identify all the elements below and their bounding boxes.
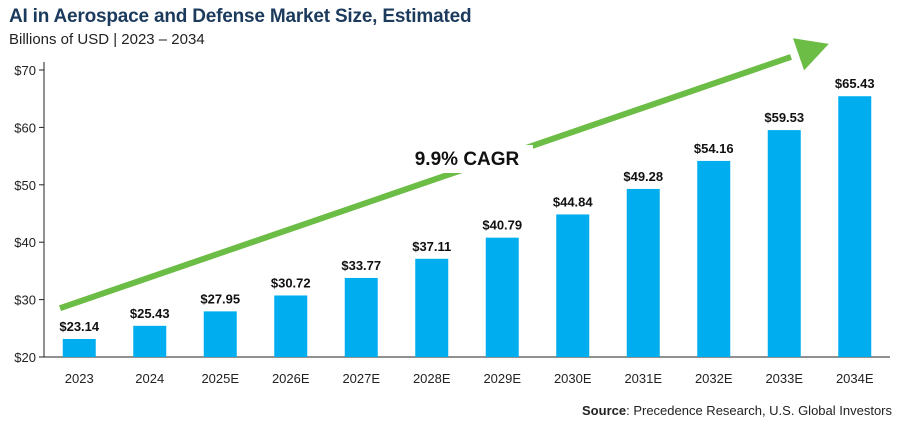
y-tick-label: $50 [14,178,36,193]
x-tick-label: 2030E [554,371,592,386]
y-tick-label: $40 [14,235,36,250]
y-tick-label: $30 [14,293,36,308]
source-label: Source [582,403,627,418]
x-tick-label: 2025E [201,371,239,386]
x-tick-label: 2029E [483,371,521,386]
bars [62,96,872,357]
bar [556,214,590,357]
x-tick-label: 2027E [342,371,380,386]
data-label: $44.84 [553,194,594,209]
cagr-arrow: 9.9% CAGR [59,38,829,312]
data-label: $27.95 [200,291,240,306]
data-label: $54.16 [694,141,734,156]
x-tick-label: 2026E [272,371,310,386]
data-label: $65.43 [835,76,875,91]
bar [485,237,519,357]
x-tick-label: 2034E [836,371,874,386]
x-tick-label: 2024 [135,371,164,386]
source-note: Source: Precedence Research, U.S. Global… [582,403,892,418]
data-label: $59.53 [764,110,804,125]
x-tick-label: 2023 [65,371,94,386]
cagr-arrow-shaft [59,54,792,312]
data-label: $33.77 [341,258,381,273]
bar [344,277,378,357]
x-tick-label: 2031E [624,371,662,386]
chart-title: AI in Aerospace and Defense Market Size,… [9,6,472,27]
cagr-label-backdrop [401,145,533,173]
data-label: $49.28 [623,169,663,184]
y-axis: $20 $30 $40 $50 $60 $70 [14,62,45,365]
data-label: $37.11 [412,239,451,254]
bar [697,160,731,357]
bar [203,311,237,357]
bar [133,325,167,357]
data-labels: $23.14 $25.43 $27.95 $30.72 $33.77 $37.11 $40.… [59,76,874,334]
bar [767,130,801,357]
data-label: $23.14 [59,319,100,334]
source-text: : Precedence Research, U.S. Global Inves… [626,403,892,418]
cagr-label: 9.9% CAGR [415,149,520,170]
bar [415,258,449,357]
x-tick-label: 2028E [413,371,451,386]
data-label: $30.72 [271,275,311,290]
bar [626,188,660,357]
x-axis: 2023 2024 2025E 2026E 2027E 2028E 2029E 2030E 20… [44,356,890,386]
data-label: $25.43 [130,306,170,321]
cagr-arrow-head [793,38,829,71]
bar [274,295,308,357]
data-label: $40.79 [482,218,522,233]
y-tick-label: $20 [14,350,36,365]
x-tick-label: 2033E [765,371,803,386]
chart-subtitle: Billions of USD | 2023 – 2034 [9,31,205,48]
bar [838,96,872,357]
y-tick-label: $60 [14,120,36,135]
y-tick-label: $70 [14,63,36,78]
bar [62,338,96,357]
x-tick-label: 2032E [695,371,733,386]
